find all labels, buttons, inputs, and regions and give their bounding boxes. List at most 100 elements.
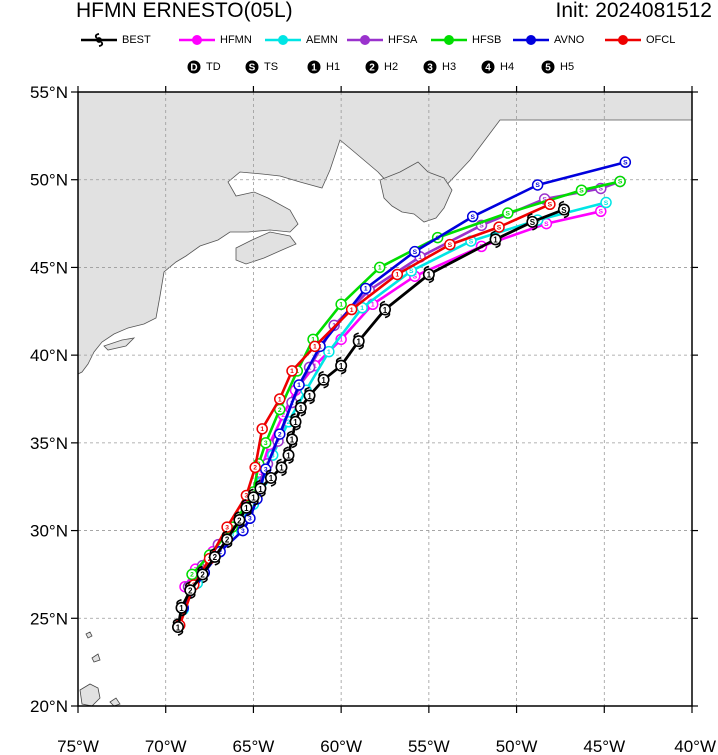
intensity-h5-icon: 5: [541, 60, 555, 74]
best-track-label: 1: [383, 306, 388, 315]
best-track-label: 1: [307, 392, 312, 401]
intensity-marker: 1: [356, 302, 368, 314]
intensity-marker-label: 2: [190, 572, 194, 579]
intensity-marker-label: 1: [360, 305, 364, 312]
intensity-marker-label: S: [479, 223, 484, 230]
y-tick-label: 50°N: [30, 171, 68, 190]
intensity-marker-label: S: [542, 196, 547, 203]
best-track-label: 1: [299, 404, 304, 413]
intensity-legend-label: H2: [384, 61, 399, 73]
intensity-marker: 2: [186, 568, 198, 581]
intensity-marker-label: 1: [418, 254, 422, 261]
best-track-marker: 1: [254, 479, 267, 498]
intensity-marker-label: S: [544, 221, 549, 228]
best-track-label: 1: [293, 418, 298, 427]
best-track-label: 2: [213, 553, 218, 562]
intensity-marker-label: 1: [327, 349, 331, 356]
intensity-marker: 1: [323, 345, 335, 358]
intensity-marker: 1: [391, 268, 404, 281]
intensity-marker: 1: [309, 340, 321, 353]
intensity-legend-h4: 4 H4: [480, 58, 514, 76]
best-track-marker: 1: [335, 356, 348, 375]
intensity-marker-label: 3: [225, 524, 229, 531]
intensity-legend-label: H4: [500, 61, 515, 73]
intensity-marker-label: 1: [311, 337, 315, 344]
forecast-tracks: 222333321111SSSS22233332111SSSS222333211…: [171, 156, 632, 636]
best-track-marker: 2: [233, 511, 246, 529]
intensity-marker: 1: [373, 261, 386, 274]
intensity-marker-label: S: [599, 209, 604, 216]
legend-label: HFSB: [472, 34, 502, 46]
best-track-label: 1: [251, 494, 256, 503]
intensity-legend-h5: 5 H5: [540, 58, 574, 76]
intensity-marker-label: 1: [339, 337, 343, 344]
chart-title: HFMN ERNESTO(05L): [76, 0, 293, 22]
intensity-marker-label: 1: [364, 286, 368, 293]
intensity-legend: D TD S TS 1 H1 2 H2 3 H3 4 H4 5 H5: [0, 58, 718, 76]
intensity-marker-label: 2: [281, 412, 285, 419]
y-tick-label: 25°N: [30, 609, 68, 628]
intensity-marker-label: S: [413, 249, 418, 256]
legend-item-hfsa: HFSA: [346, 31, 417, 49]
intensity-legend-label: TS: [264, 61, 279, 73]
legend-label: AEMN: [306, 34, 338, 46]
best-track-label: 1: [286, 451, 291, 460]
best-track-marker: S: [557, 200, 570, 219]
x-tick-label: 55°W: [408, 737, 450, 755]
intensity-marker: 1: [286, 365, 298, 377]
best-track-marker: 1: [489, 230, 502, 249]
legend-label: OFCL: [646, 34, 676, 46]
y-tick-label: 30°N: [30, 522, 68, 541]
intensity-marker: S: [409, 245, 421, 258]
best-track-marker: 2: [196, 565, 209, 584]
best-track-label: 1: [321, 376, 326, 385]
plot-frame: [77, 91, 693, 707]
grid-lines: [78, 92, 692, 706]
intensity-marker-label: 1: [395, 272, 399, 279]
best-track-label: 1: [176, 623, 181, 632]
best-track-label: 2: [225, 536, 230, 545]
x-tick-label: 45°W: [583, 737, 625, 755]
newfoundland-land: [379, 161, 453, 223]
best-track-marker: 1: [240, 498, 253, 517]
intensity-marker-label: S: [618, 179, 623, 186]
best-track-marker: 1: [175, 598, 188, 617]
intensity-legend-label: H3: [442, 61, 457, 73]
intensity-symbol: 2: [369, 63, 375, 74]
intensity-marker: S: [444, 238, 456, 251]
intensity-h1-icon: 1: [307, 60, 321, 74]
intensity-marker-label: S: [623, 159, 628, 166]
intensity-marker: 1: [293, 379, 305, 391]
best-track-label: 1: [427, 271, 432, 280]
intensity-legend-h1: 1 H1: [306, 58, 340, 76]
intensity-marker-label: S: [535, 182, 540, 189]
y-tick-label: 40°N: [30, 346, 68, 365]
intensity-marker-label: S: [409, 268, 414, 275]
best-track-marker: S: [526, 213, 539, 231]
x-tick-label: 70°W: [145, 737, 187, 755]
intensity-marker-label: 3: [245, 493, 249, 500]
intensity-marker: 1: [335, 298, 347, 311]
legend-item-best: BEST: [80, 31, 151, 49]
intensity-symbol: 5: [545, 63, 551, 74]
intensity-marker-label: 2: [218, 549, 222, 556]
intensity-marker-label: 2: [287, 419, 291, 426]
intensity-symbol: 4: [485, 63, 491, 74]
long-island-land: [103, 337, 136, 351]
best-track-label: 1: [279, 464, 284, 473]
best-track-marker: 1: [289, 413, 302, 431]
intensity-symbol: D: [190, 63, 197, 74]
x-tick-label: 75°W: [57, 737, 99, 755]
intensity-h4-icon: 4: [481, 60, 495, 74]
legend-label: BEST: [122, 34, 151, 46]
intensity-marker-label: 1: [350, 307, 354, 314]
best-track-marker: 1: [247, 488, 260, 507]
legend-label: HFMN: [220, 34, 252, 46]
intensity-marker-label: 2: [253, 465, 257, 472]
intensity-marker-label: 3: [264, 466, 268, 473]
intensity-legend-h2: 2 H2: [364, 58, 398, 76]
best-track-label: 1: [179, 604, 184, 613]
intensity-marker-label: 1: [260, 426, 264, 433]
legend-item-aemn: AEMN: [264, 31, 338, 49]
